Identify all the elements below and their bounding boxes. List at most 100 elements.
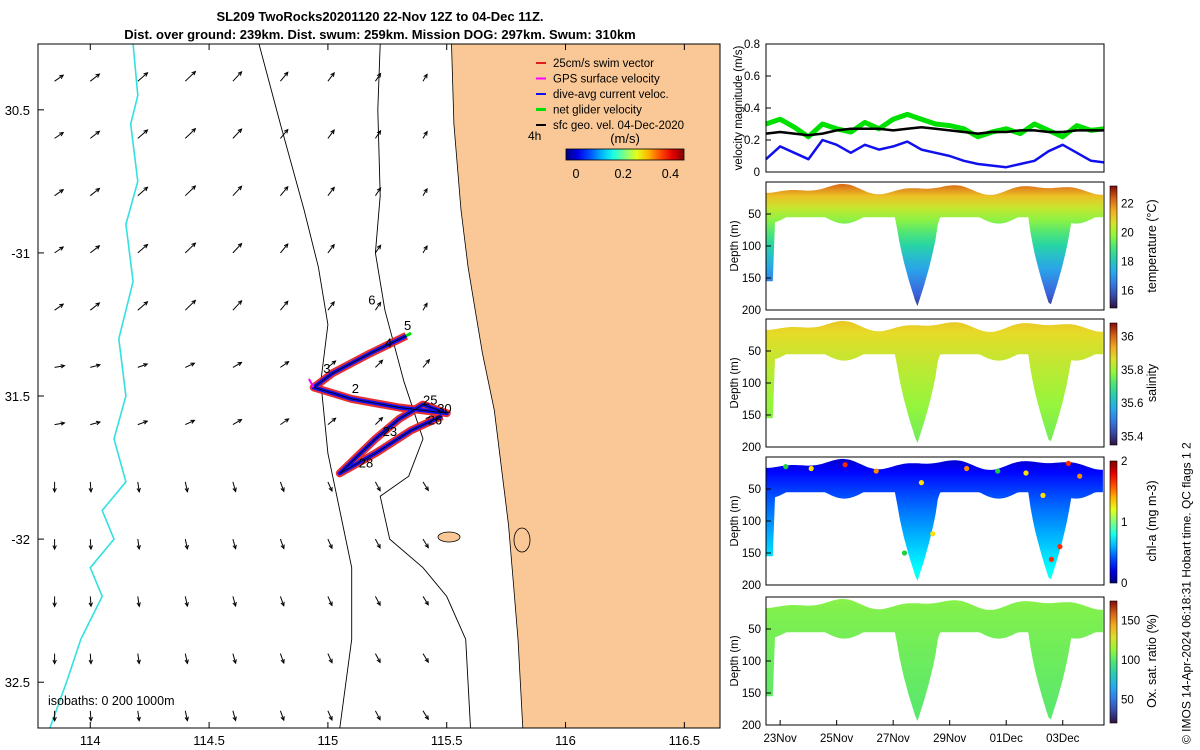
velocity-arrowhead: [376, 244, 382, 250]
velocity-arrowhead: [232, 544, 237, 550]
velocity-arrowhead: [423, 73, 428, 79]
velocity-arrowhead: [184, 602, 189, 608]
depth-y-tick-label: 200: [742, 720, 761, 732]
velocity-arrowhead: [59, 189, 65, 194]
velocity-arrow: [185, 362, 195, 368]
velocity-arrow: [54, 422, 65, 426]
velocity-arrow: [374, 130, 382, 139]
velocity-arrow: [137, 363, 148, 368]
salinity-section: [766, 320, 1103, 443]
velocity-arrowhead: [424, 543, 429, 549]
velocity-arrow: [327, 360, 336, 368]
chl-sample-dot: [995, 468, 1001, 474]
day-label: 28: [359, 456, 373, 471]
velocity-arrowhead: [59, 303, 65, 308]
velocity-arrow: [232, 653, 237, 664]
colorbar-label: (m/s): [610, 131, 640, 146]
velocity-arrow: [137, 539, 140, 550]
velocity-series-line: [765, 125, 1104, 137]
velocity-arrowhead: [330, 300, 335, 306]
velocity-arrowhead: [143, 72, 149, 77]
depth-y-tick-label: 50: [748, 624, 761, 636]
velocity-arrowhead: [328, 544, 333, 550]
depth-y-tick-label: 150: [742, 688, 761, 700]
velocity-arrowhead: [376, 543, 381, 549]
colorbar-tick-label: 0: [573, 167, 580, 181]
velocity-arrowhead: [376, 715, 381, 721]
velocity-arrow: [137, 710, 140, 721]
velocity-arrowhead: [232, 659, 237, 665]
velocity-arrow: [232, 300, 242, 311]
velocity-arrowhead: [237, 185, 243, 191]
time-x-tick-label: 27Nov: [877, 733, 910, 745]
velocity-arrow: [374, 187, 382, 196]
velocity-arrowhead: [376, 658, 381, 664]
velocity-arrowhead: [423, 130, 428, 136]
velocity-arrow: [422, 303, 428, 311]
colorbar-title: Ox. sat. ratio (%): [1145, 614, 1159, 708]
velocity-arrow: [137, 72, 148, 82]
isobath-0m-line: [374, 44, 471, 728]
map-x-tick-label: 115.5: [431, 733, 463, 748]
velocity-arrowhead: [424, 658, 429, 664]
day-label: 26: [428, 413, 442, 428]
isobath-label: isobaths: 0 200 1000m: [48, 694, 174, 708]
oxygen-section: [766, 598, 1103, 721]
map-y-tick-label: 30.5: [5, 103, 30, 118]
salinity-colorbar: [1109, 322, 1118, 446]
depth-y-tick-label: 100: [742, 241, 761, 253]
velocity-arrowhead: [328, 658, 333, 664]
depth-y-tick-label: 50: [748, 346, 761, 358]
velocity-arrow: [232, 538, 237, 549]
velocity-arrow: [279, 538, 285, 549]
velocity-arrow: [280, 361, 289, 368]
oxygen-colorbar: [1109, 600, 1118, 724]
velocity-arrow: [184, 71, 196, 82]
velocity-arrowhead: [52, 488, 57, 494]
velocity-arrow: [422, 74, 428, 82]
velocity-arrow: [184, 596, 188, 607]
colorbar-tick-label: 22: [1121, 198, 1134, 210]
velocity-arrow: [327, 187, 335, 197]
velocity-arrow: [90, 421, 101, 426]
time-x-tick-label: 25Nov: [820, 733, 853, 745]
velocity-arrowhead: [376, 601, 381, 607]
isobath-200m-line: [49, 44, 139, 728]
velocity-arrow: [374, 653, 381, 663]
velocity-arrow: [327, 596, 333, 606]
chl-sample-dot: [901, 550, 908, 556]
velocity-arrowhead: [88, 487, 93, 494]
chl-sample-dot: [873, 468, 879, 474]
map-x-tick-label: 116.5: [669, 733, 701, 748]
velocity-arrowhead: [232, 487, 237, 493]
legend-entry: dive-avg current veloc.: [553, 89, 669, 101]
chl-a-colorbar: [1109, 460, 1118, 584]
velocity-arrowhead: [191, 70, 197, 76]
velocity-arrowhead: [191, 185, 197, 190]
velocity-arrow: [137, 129, 148, 139]
velocity-arrow: [327, 481, 333, 492]
velocity-arrowhead: [378, 359, 384, 365]
velocity-arrowhead: [423, 245, 428, 251]
velocity-arrowhead: [95, 73, 101, 78]
velocity-arrow: [232, 243, 242, 254]
velocity-arrow: [280, 418, 289, 426]
depth-y-tick-label: 150: [742, 273, 761, 285]
velocity-arrowhead: [328, 486, 333, 493]
velocity-arrow: [232, 419, 242, 426]
chart-subtitle: Dist. over ground: 239km. Dist. swum: 25…: [124, 27, 636, 42]
map-x-tick-label: 116: [555, 733, 576, 748]
depth-y-tick-label: 100: [742, 656, 761, 668]
map-x-tick-label: 114: [80, 733, 101, 748]
velocity-arrowhead: [88, 545, 93, 551]
velocity-arrowhead: [280, 601, 285, 607]
depth-y-tick-label: 150: [742, 410, 761, 422]
velocity-arrowhead: [283, 128, 289, 134]
velocity-arrow: [327, 710, 333, 721]
velocity-arrow: [232, 185, 242, 197]
colorbar-tick-label: 35.4: [1121, 432, 1144, 444]
colorbar-title: salinity: [1145, 363, 1159, 402]
colorbar-title: temperature (°C): [1145, 199, 1159, 292]
velocity-arrow: [89, 710, 92, 721]
velocity-arrowhead: [237, 128, 243, 134]
